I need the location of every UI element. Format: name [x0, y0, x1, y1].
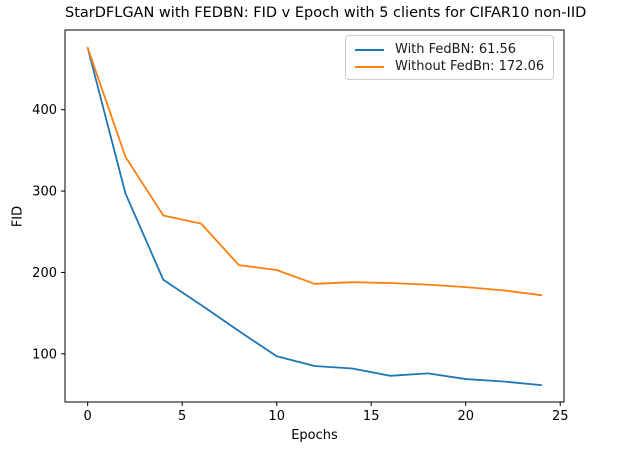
legend-entry-with-fedbn: With FedBN: 61.56	[355, 41, 544, 58]
x-tick-label: 15	[363, 409, 380, 424]
legend-entry-without-fedbn: Without FedBn: 172.06	[355, 58, 544, 75]
axes-frame	[64, 29, 565, 403]
x-tick-label: 5	[178, 409, 186, 424]
x-tick-label: 25	[552, 409, 569, 424]
legend-label: With FedBN: 61.56	[395, 42, 517, 57]
x-tick-label: 10	[268, 409, 285, 424]
y-axis-label: FID	[10, 205, 26, 228]
x-tick-label: 20	[457, 409, 474, 424]
x-axis-label: Epochs	[291, 428, 338, 443]
legend-line-swatch-orange	[355, 65, 384, 68]
series-line-without-fedbn	[86, 46, 543, 297]
y-tick-label: 200	[32, 266, 57, 281]
y-tick-label: 100	[32, 347, 57, 362]
x-tick-label: 0	[84, 409, 92, 424]
chart-title: StarDFLGAN with FEDBN: FID v Epoch with …	[65, 5, 587, 21]
legend: With FedBN: 61.56 Without FedBn: 172.06	[345, 35, 554, 80]
legend-line-swatch-blue	[355, 48, 384, 51]
legend-label: Without FedBn: 172.06	[395, 59, 545, 74]
y-tick-label: 400	[32, 103, 57, 118]
series-line-with-fedbn	[86, 46, 543, 387]
y-tick-label: 300	[32, 185, 57, 200]
